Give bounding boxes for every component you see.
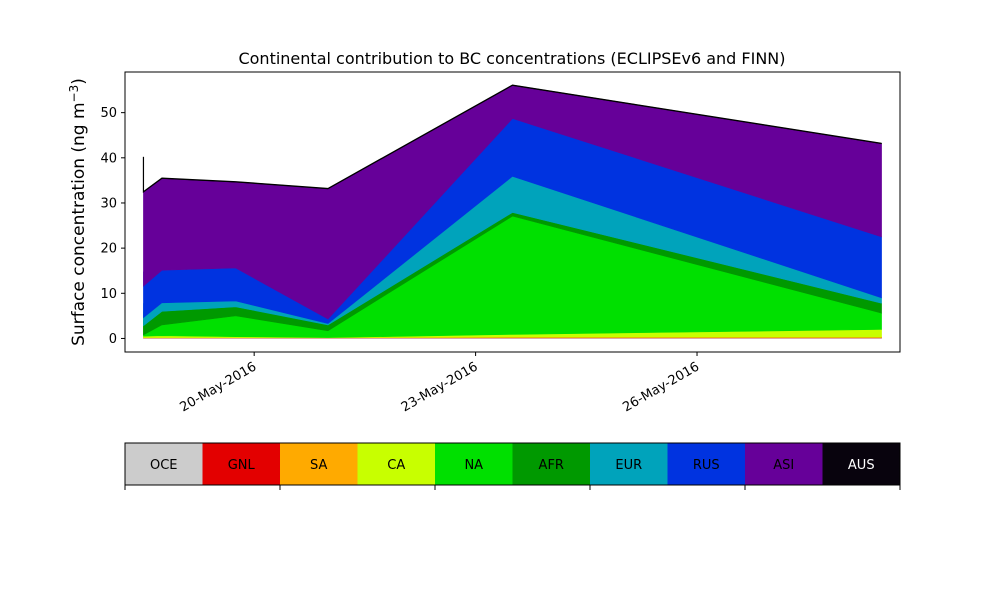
legend-swatch-eur xyxy=(590,443,668,485)
legend-swatch-gnl xyxy=(202,443,281,485)
y-axis-label: Surface concentration (ng m−3) xyxy=(67,78,89,346)
legend-label-aus: AUS xyxy=(848,458,875,473)
legend-label-gnl: GNL xyxy=(228,458,256,473)
legend-label-ca: CA xyxy=(387,458,405,473)
axes-frame xyxy=(124,71,901,353)
chart-title: Continental contribution to BC concentra… xyxy=(238,49,785,68)
y-tick-label: 20 xyxy=(100,242,117,257)
legend-label-rus: RUS xyxy=(693,458,720,473)
y-axis-label-exponent: −3 xyxy=(67,85,81,103)
legend-label-oce: OCE xyxy=(150,458,178,473)
x-tick-label: 20-May-2016 xyxy=(177,359,259,415)
legend: OCE GNL SA CA NA AFR EUR RUS ASI AUS xyxy=(124,442,901,490)
legend-swatch-rus xyxy=(667,443,746,485)
x-tick-label: 23-May-2016 xyxy=(399,359,481,415)
y-tick-label: 50 xyxy=(100,106,117,121)
x-tick-label: 26-May-2016 xyxy=(620,359,702,415)
legend-label-asi: ASI xyxy=(773,458,794,473)
legend-swatch-aus xyxy=(822,443,901,485)
legend-swatch-afr xyxy=(512,443,591,485)
legend-frame xyxy=(124,442,901,486)
legend-label-afr: AFR xyxy=(539,458,564,473)
legend-swatch-ca xyxy=(357,443,436,485)
legend-label-na: NA xyxy=(464,458,483,473)
y-axis-label-close: ) xyxy=(69,78,89,85)
legend-swatch-na xyxy=(435,443,513,485)
plot-area xyxy=(142,84,882,339)
y-tick-label: 0 xyxy=(109,332,117,347)
legend-swatch-sa xyxy=(280,443,358,485)
total-outline xyxy=(142,84,882,193)
legend-label-sa: SA xyxy=(310,458,327,473)
legend-swatch-asi xyxy=(745,443,823,485)
y-tick-label: 40 xyxy=(100,151,117,166)
y-tick-label: 30 xyxy=(100,196,117,211)
legend-swatch-oce xyxy=(125,443,203,485)
y-tick-label: 10 xyxy=(100,287,117,302)
legend-label-eur: EUR xyxy=(615,458,642,473)
y-axis-label-main: Surface concentration (ng m xyxy=(69,102,89,345)
